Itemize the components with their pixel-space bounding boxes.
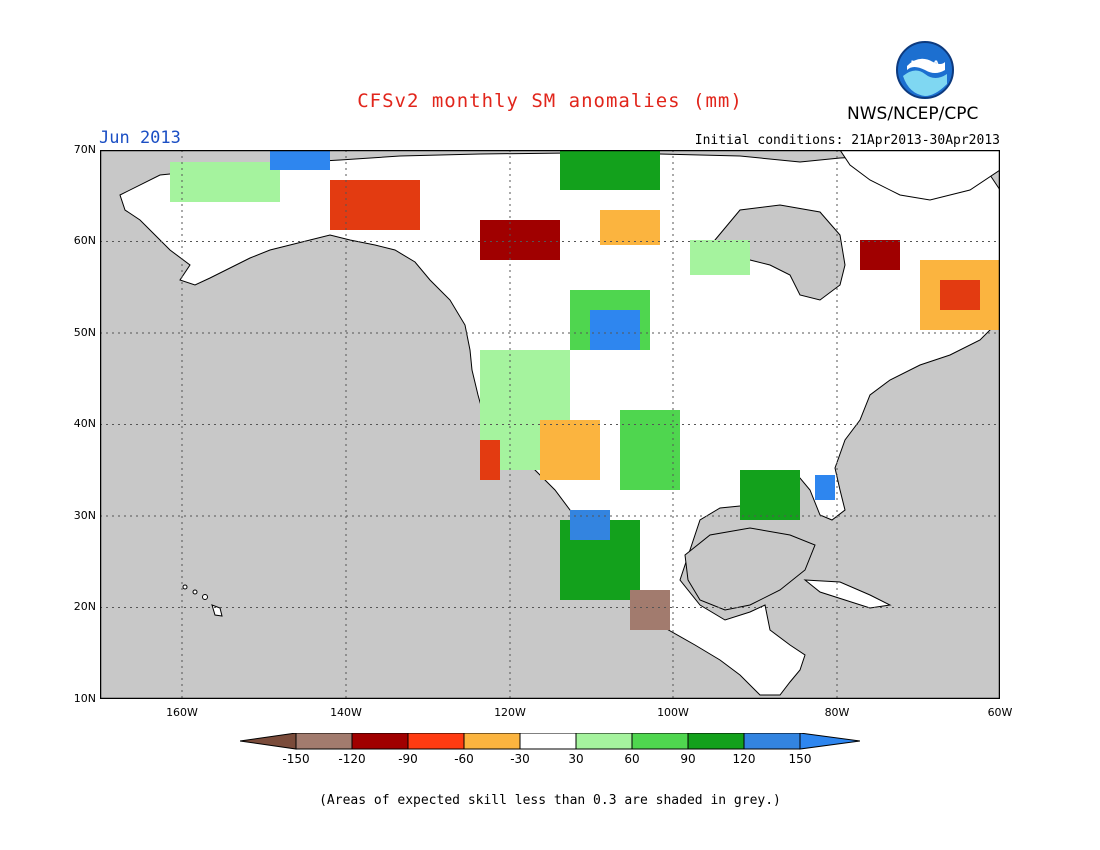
agency-label: NWS/NCEP/CPC	[847, 104, 979, 124]
colorbar-label: -90	[398, 752, 418, 766]
colorbar-label: 90	[680, 752, 696, 766]
gulf-of-mexico	[684, 527, 816, 611]
map-frame	[99, 149, 1001, 700]
colorbar-bin	[351, 732, 409, 750]
anomaly-cells	[170, 150, 1000, 630]
colorbar-bin	[631, 732, 689, 750]
chart-title: CFSv2 monthly SM anomalies (mm)	[357, 90, 743, 112]
cuba-land	[803, 579, 892, 609]
lon-label-80w: 80W	[824, 706, 850, 719]
anomaly-map	[99, 149, 1001, 700]
colorbar-label: 60	[624, 752, 640, 766]
lon-label-140w: 140W	[330, 706, 362, 719]
colorbar-bin	[575, 732, 633, 750]
colorbar-label: 30	[568, 752, 584, 766]
colorbar-label: -120	[338, 752, 366, 766]
colorbar-bin	[519, 732, 577, 750]
lon-label-120w: 120W	[494, 706, 526, 719]
colorbar-label: 150	[788, 752, 812, 766]
lat-label-70n: 70N	[73, 143, 96, 156]
colorbar-label: -150	[282, 752, 310, 766]
lat-label-40n: 40N	[73, 417, 96, 430]
lat-label-30n: 30N	[73, 509, 96, 522]
lat-label-10n: 10N	[73, 692, 96, 705]
colorbar	[239, 732, 861, 753]
colorbar-bin	[407, 732, 465, 750]
colorbar-arrow-left	[239, 732, 297, 750]
month-label: Jun 2013	[99, 128, 181, 148]
lon-label-160w: 160W	[166, 706, 198, 719]
colorbar-label: -30	[510, 752, 530, 766]
noaa-logo: NOAA	[895, 40, 955, 100]
lat-label-20n: 20N	[73, 600, 96, 613]
colorbar-label: 120	[732, 752, 756, 766]
lon-label-60w: 60W	[987, 706, 1013, 719]
colorbar-bin	[743, 732, 801, 750]
colorbar-label: -60	[454, 752, 474, 766]
lat-label-60n: 60N	[73, 234, 96, 247]
colorbar-bin	[687, 732, 745, 750]
footnote: (Areas of expected skill less than 0.3 a…	[319, 793, 781, 808]
colorbar-arrow-right	[799, 732, 861, 750]
lon-label-100w: 100W	[657, 706, 689, 719]
noaa-logo-text: NOAA	[911, 60, 940, 70]
colorbar-bin	[295, 732, 353, 750]
lat-label-50n: 50N	[73, 326, 96, 339]
hudson-bay	[714, 204, 846, 301]
colorbar-bin	[463, 732, 521, 750]
initial-conditions: Initial conditions: 21Apr2013-30Apr2013	[694, 133, 1000, 148]
graticule	[100, 150, 1000, 699]
